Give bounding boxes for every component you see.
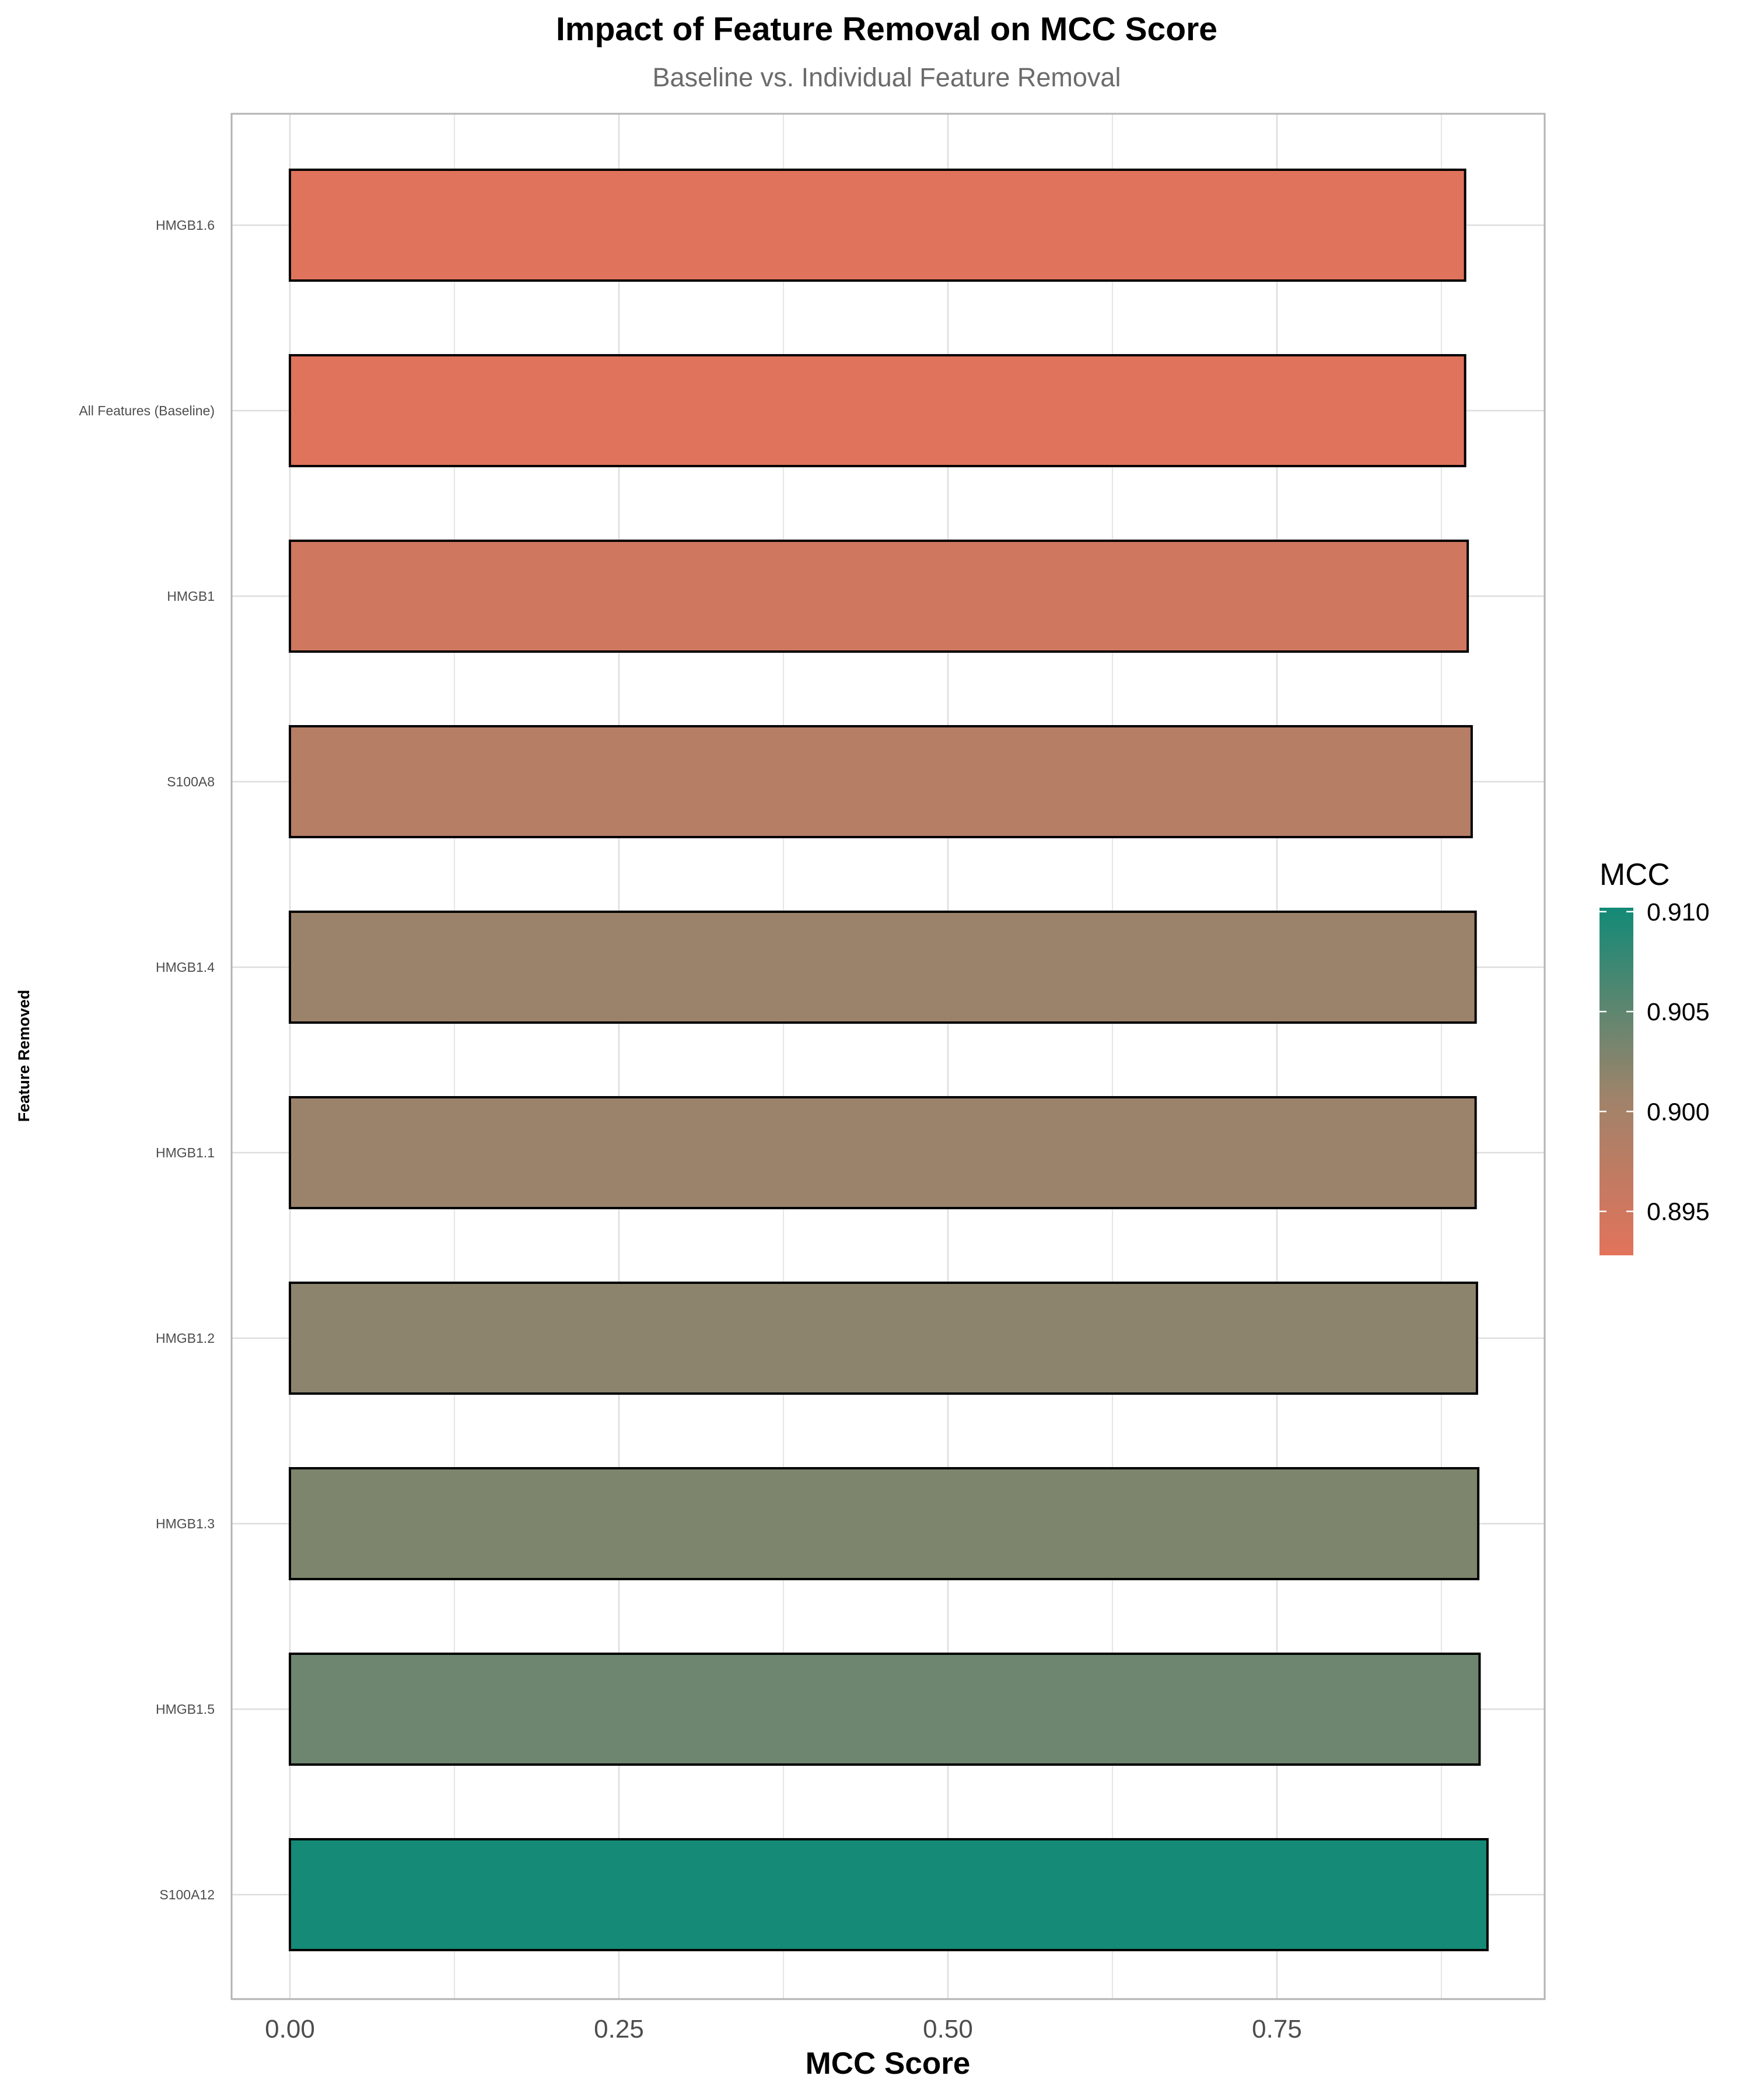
y-tick-label: HMGB1.6 [156,218,215,233]
legend-tick-label: 0.900 [1647,1098,1710,1126]
bar [289,1653,1481,1766]
y-tick-label: HMGB1 [167,589,215,604]
y-tick-label: All Features (Baseline) [79,403,215,418]
legend-ticks: 0.895 0.900 0.905 0.910 [1600,898,1710,1226]
y-tick-label: S100A12 [159,1887,215,1902]
x-tick-labels: 0.00 0.25 0.50 0.75 [265,2015,1302,2043]
y-tick-label: HMGB1.1 [156,1145,215,1160]
y-tick-label: HMGB1.5 [156,1702,215,1717]
legend-colorbar [1600,908,1633,1255]
legend-title: MCC [1600,858,1670,892]
bar [289,1096,1477,1209]
chart-title: Impact of Feature Removal on MCC Score [556,10,1217,48]
legend-tick-label: 0.910 [1647,898,1710,926]
bars [289,169,1489,1951]
y-tick-label: HMGB1.4 [156,960,215,975]
x-tick-label: 0.25 [594,2015,644,2043]
x-tick-label: 0.75 [1252,2015,1302,2043]
legend-tick-label: 0.895 [1647,1198,1710,1226]
y-tick-label: HMGB1.2 [156,1331,215,1346]
legend-tick-label: 0.905 [1647,998,1710,1026]
bar [289,1282,1478,1395]
y-tick-label: S100A8 [167,774,215,789]
bar [289,1467,1480,1580]
bar [289,725,1473,838]
y-axis-label: Feature Removed [15,990,33,1122]
x-tick-label: 0.50 [923,2015,973,2043]
bar [289,540,1469,653]
legend: MCC 0.895 0.900 0.905 0.910 [1600,858,1710,1255]
x-axis-label: MCC Score [806,2046,971,2081]
bar [289,1838,1489,1951]
plot-panel-border [230,113,1546,2000]
y-tick-labels: HMGB1.6 All Features (Baseline) HMGB1 S100A… [79,218,215,1902]
bar [289,354,1466,467]
chart-subtitle: Baseline vs. Individual Feature Removal [653,62,1121,92]
bar [289,169,1466,282]
bar [289,911,1477,1024]
x-tick-label: 0.00 [265,2015,315,2043]
y-tick-label: HMGB1.3 [156,1516,215,1531]
